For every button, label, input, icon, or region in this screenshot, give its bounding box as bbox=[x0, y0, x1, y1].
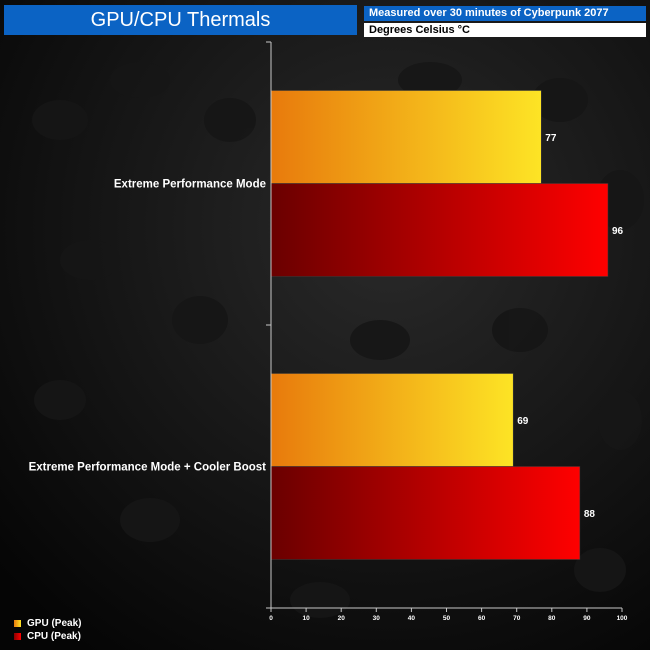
x-tick-label-6: 60 bbox=[478, 615, 486, 622]
data-label-0-0: 77 bbox=[545, 133, 557, 144]
x-tick-label-10: 100 bbox=[617, 615, 628, 622]
x-tick-label-5: 50 bbox=[443, 615, 451, 622]
chart-title: GPU/CPU Thermals bbox=[4, 5, 357, 35]
chart-subtitle: Measured over 30 minutes of Cyberpunk 20… bbox=[364, 6, 646, 21]
bar-0-0 bbox=[270, 90, 542, 184]
legend-item-gpu: GPU (Peak) bbox=[14, 617, 81, 630]
legend-label-gpu: GPU (Peak) bbox=[27, 618, 82, 629]
category-label-1: Extreme Performance Mode + Cooler Boost bbox=[29, 462, 267, 474]
x-tick-label-1: 10 bbox=[302, 615, 310, 622]
x-tick-label-4: 40 bbox=[408, 615, 416, 622]
unit-label: Degrees Celsius °C bbox=[364, 23, 646, 37]
bar-1-0 bbox=[270, 373, 514, 467]
bar-1-1 bbox=[270, 466, 581, 560]
x-tick-label-9: 90 bbox=[583, 615, 591, 622]
data-label-1-0: 69 bbox=[517, 416, 529, 427]
x-tick-label-7: 70 bbox=[513, 615, 521, 622]
x-tick-label-0: 0 bbox=[269, 615, 273, 622]
legend-item-cpu: CPU (Peak) bbox=[14, 630, 81, 643]
data-label-1-1: 88 bbox=[584, 509, 596, 520]
legend-swatch-gpu bbox=[14, 620, 21, 627]
data-label-0-1: 96 bbox=[612, 226, 624, 237]
x-tick-label-8: 80 bbox=[548, 615, 556, 622]
legend-swatch-cpu bbox=[14, 633, 21, 640]
legend-label-cpu: CPU (Peak) bbox=[27, 631, 81, 642]
category-label-0: Extreme Performance Mode bbox=[114, 179, 266, 191]
x-tick-label-3: 30 bbox=[373, 615, 381, 622]
legend: GPU (Peak) CPU (Peak) bbox=[14, 617, 81, 643]
x-tick-label-2: 20 bbox=[338, 615, 346, 622]
bar-0-1 bbox=[270, 183, 609, 277]
